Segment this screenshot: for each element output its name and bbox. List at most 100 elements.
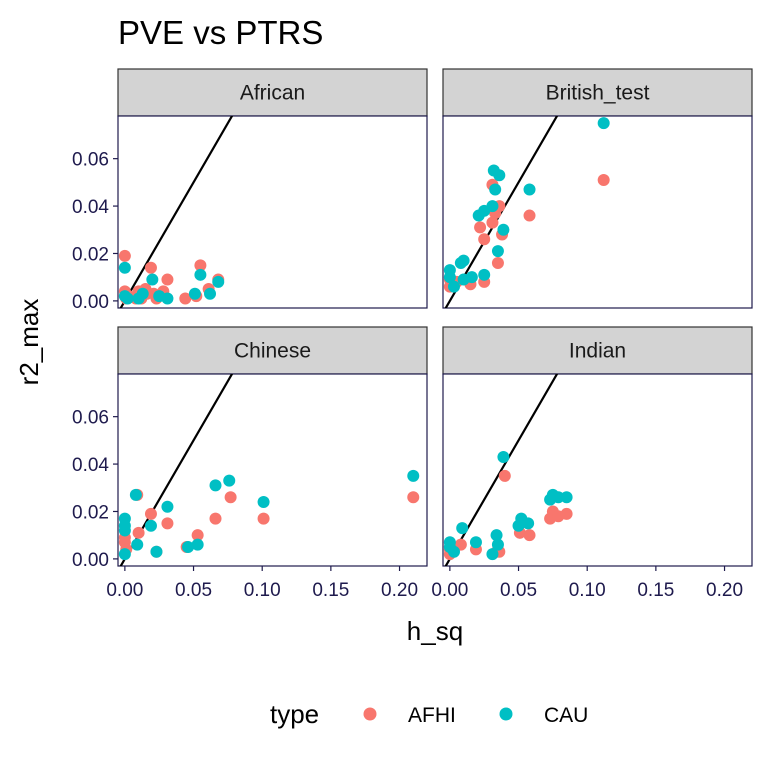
legend-label-cau: CAU — [544, 704, 588, 727]
points — [443, 117, 610, 293]
points — [443, 450, 573, 561]
point-cau — [443, 271, 456, 284]
x-axis-title: h_sq — [407, 616, 463, 646]
point-cau — [146, 273, 159, 286]
facet-label: Indian — [569, 340, 626, 363]
x-tick-label: 0.05 — [175, 580, 212, 601]
point-cau — [136, 287, 149, 300]
legend-key-afhi — [363, 707, 377, 721]
point-cau — [497, 223, 510, 236]
reference-line — [444, 374, 559, 566]
x-tick-label: 0.20 — [706, 580, 743, 601]
point-cau — [150, 545, 163, 558]
facet-strip — [117, 326, 428, 375]
point-afhi — [132, 526, 145, 539]
point-cau — [560, 491, 573, 504]
point-cau — [597, 117, 610, 130]
point-cau — [161, 292, 174, 305]
point-cau — [118, 548, 131, 561]
x-tick-label: 0.15 — [637, 580, 674, 601]
point-cau — [457, 254, 470, 267]
point-afhi — [144, 507, 157, 520]
x-tick-label: 0.10 — [244, 580, 281, 601]
point-cau — [523, 183, 536, 196]
point-cau — [469, 536, 482, 549]
point-cau — [497, 450, 510, 463]
point-cau — [182, 541, 195, 554]
point-afhi — [523, 209, 536, 222]
y-tick-label: 0.04 — [72, 197, 109, 218]
point-cau — [191, 538, 204, 551]
point-afhi — [194, 259, 207, 272]
point-afhi — [407, 491, 420, 504]
facet-panels: African 0.00 0.02 0.04 0.06 British_test Chine… — [72, 68, 753, 601]
point-afhi — [257, 512, 270, 525]
point-cau — [407, 469, 420, 482]
point-afhi — [209, 512, 222, 525]
point-cau — [161, 500, 174, 513]
reference-line — [119, 116, 234, 308]
x-tick-label: 0.15 — [312, 580, 349, 601]
panel-african: African 0.00 0.02 0.04 0.06 — [72, 68, 428, 313]
point-cau — [194, 268, 207, 281]
y-axis-title: r2_max — [14, 299, 44, 386]
point-afhi — [161, 517, 174, 530]
point-afhi — [560, 507, 573, 520]
reference-line — [119, 374, 234, 566]
y-tick-label: 0.04 — [72, 455, 109, 476]
points — [118, 469, 420, 561]
point-cau — [212, 275, 225, 288]
point-afhi — [144, 261, 157, 274]
facet-label: British_test — [546, 82, 650, 105]
point-cau — [522, 517, 535, 530]
y-tick-label: 0.06 — [72, 150, 109, 171]
point-cau — [456, 522, 469, 535]
point-cau — [118, 524, 131, 537]
point-cau — [486, 548, 499, 561]
x-tick-label: 0.10 — [569, 580, 606, 601]
point-cau — [209, 479, 222, 492]
y-tick-label: 0.02 — [72, 502, 109, 523]
facet-label: Chinese — [234, 340, 311, 363]
chart-title: PVE vs PTRS — [118, 14, 323, 51]
point-cau — [491, 245, 504, 258]
y-tick-label: 0.06 — [72, 408, 109, 429]
facet-strip — [117, 68, 428, 117]
point-afhi — [191, 529, 204, 542]
point-afhi — [478, 233, 491, 246]
panel-chinese: Chinese 0.00 0.02 0.04 0.06 0.00 0.05 0.10 0.15 0… — [72, 326, 428, 601]
point-afhi — [597, 174, 610, 186]
point-afhi — [498, 469, 511, 482]
legend-key-cau — [499, 707, 513, 721]
point-cau — [257, 496, 270, 508]
point-cau — [129, 488, 142, 501]
point-cau — [118, 261, 131, 274]
panel-frame — [117, 373, 428, 567]
panel-british-test: British_test — [442, 68, 753, 309]
point-cau — [447, 545, 460, 558]
point-cau — [144, 519, 157, 532]
point-cau — [447, 280, 460, 293]
point-afhi — [118, 249, 131, 262]
legend-label-afhi: AFHI — [408, 704, 456, 727]
point-afhi — [161, 273, 174, 286]
panel-frame — [442, 373, 753, 567]
y-tick-label: 0.00 — [72, 292, 109, 313]
point-afhi — [474, 221, 487, 234]
point-cau — [204, 287, 217, 300]
panel-indian: Indian 0.00 0.05 0.10 0.15 0.20 — [431, 326, 753, 601]
y-tick-label: 0.00 — [72, 550, 109, 571]
x-tick-label: 0.00 — [106, 580, 143, 601]
point-cau — [489, 183, 502, 196]
point-cau — [188, 287, 201, 300]
point-afhi — [224, 491, 237, 504]
points — [118, 249, 225, 305]
x-tick-label: 0.05 — [500, 580, 537, 601]
point-cau — [491, 538, 504, 551]
facet-strip — [442, 68, 753, 117]
x-tick-label: 0.20 — [381, 580, 418, 601]
point-cau — [223, 474, 236, 487]
point-cau — [131, 538, 144, 551]
facet-strip — [442, 326, 753, 375]
